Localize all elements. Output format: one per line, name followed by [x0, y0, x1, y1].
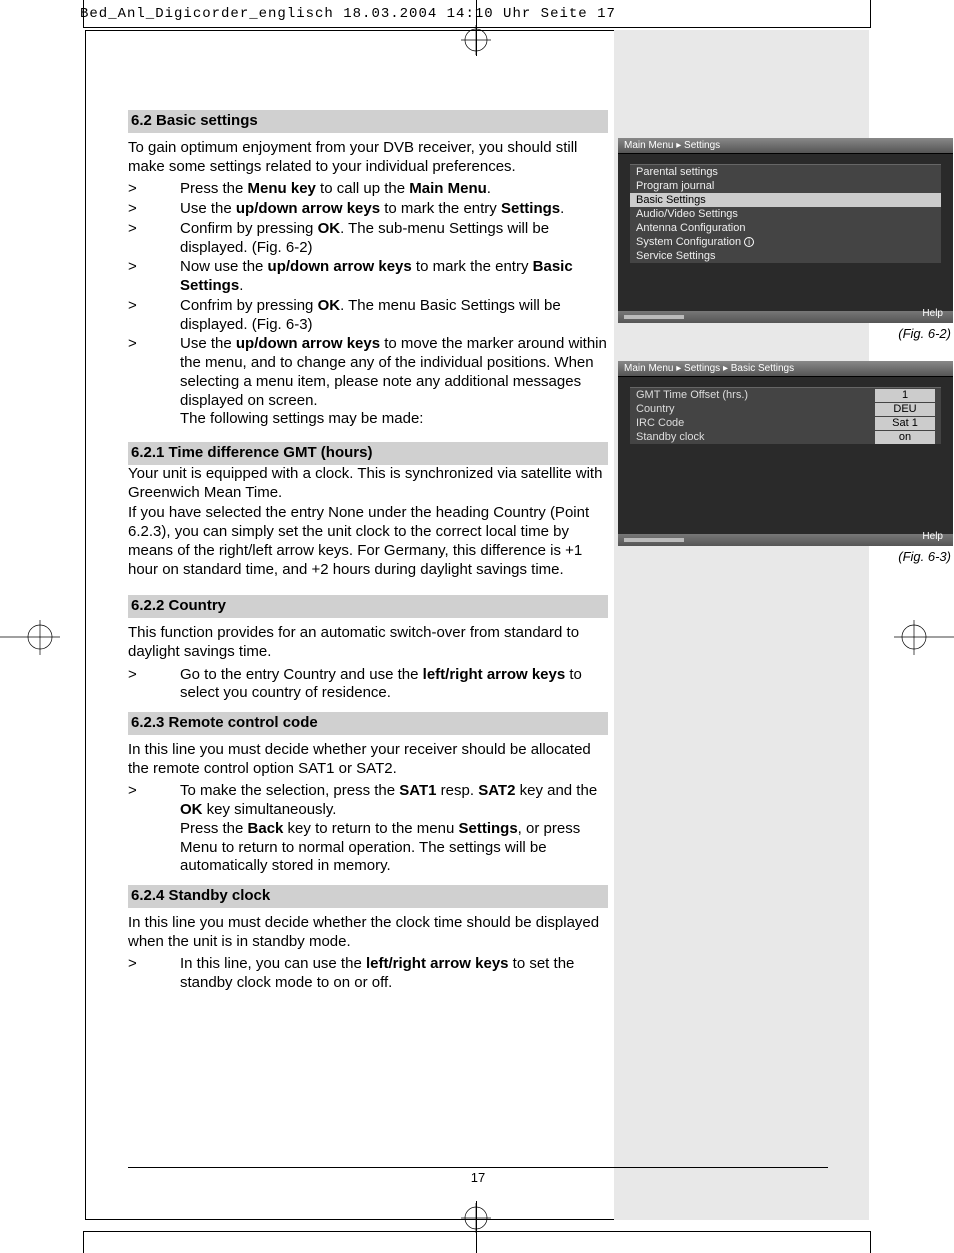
tv-row-label: Standby clock	[630, 430, 875, 444]
step-row: > Confrim by pressing OK. The menu Basic…	[128, 297, 608, 335]
step-row: > Now use the up/down arrow keys to mark…	[128, 258, 608, 296]
step-body: Use the up/down arrow keys to mark the e…	[180, 200, 608, 219]
tv-bottom-bar	[618, 311, 953, 323]
step-marker: >	[128, 200, 180, 219]
step-row: > In this line, you can use the left/rig…	[128, 955, 608, 993]
registration-mark-bottom	[461, 1203, 491, 1233]
step-body: Use the up/down arrow keys to move the m…	[180, 335, 608, 429]
figure-6-3-screenshot: Main Menu ▸ Settings ▸ Basic Settings GM…	[618, 361, 953, 546]
page-number: 17	[128, 1167, 828, 1185]
tv-help-label: Help	[922, 531, 943, 542]
step-body: To make the selection, press the SAT1 re…	[180, 782, 608, 876]
tv-menu-item: Basic Settings	[630, 193, 941, 207]
crop-frame-bottom	[83, 1231, 871, 1253]
figure-6-3-caption: (Fig. 6-3)	[618, 549, 951, 564]
info-icon: i	[744, 237, 754, 247]
para-6-2-4: In this line you must decide whether the…	[128, 914, 608, 952]
heading-6-2-3: 6.2.3 Remote control code	[128, 712, 608, 735]
tv-row-value: Sat 1	[875, 417, 935, 430]
step-marker: >	[128, 180, 180, 199]
figure-6-2-caption: (Fig. 6-2)	[618, 326, 951, 341]
tv-row-value: on	[875, 431, 935, 444]
heading-6-2-1: 6.2.1 Time difference GMT (hours)	[128, 442, 608, 465]
step-body: In this line, you can use the left/right…	[180, 955, 608, 993]
registration-mark-left	[0, 620, 60, 655]
step-row: > Confirm by pressing OK. The sub-menu S…	[128, 220, 608, 258]
step-marker: >	[128, 220, 180, 258]
tv-menu-item: Audio/Video Settings	[630, 207, 941, 221]
tv-menu-item: Program journal	[630, 179, 941, 193]
tv-row-value: DEU	[875, 403, 935, 416]
para-6-2-3: In this line you must decide whether you…	[128, 741, 608, 779]
tv-settings-row: Standby clockon	[630, 430, 941, 444]
tv-help-label: Help	[922, 308, 943, 319]
figure-column: Main Menu ▸ Settings Parental settingsPr…	[618, 138, 953, 584]
para-6-2-1-a: Your unit is equipped with a clock. This…	[128, 465, 608, 503]
step-marker: >	[128, 955, 180, 993]
para-6-2-1-b: If you have selected the entry None unde…	[128, 504, 608, 579]
tv-menu-item: Antenna Configuration	[630, 221, 941, 235]
step-body: Press the Menu key to call up the Main M…	[180, 180, 608, 199]
step-row: > Press the Menu key to call up the Main…	[128, 180, 608, 199]
print-job-header: Bed_Anl_Digicorder_englisch 18.03.2004 1…	[80, 6, 616, 22]
tv-menu-list: Parental settingsProgram journalBasic Se…	[630, 164, 941, 263]
tv-settings-row: CountryDEU	[630, 402, 941, 416]
tv-bottom-bar	[618, 534, 953, 546]
step-row: > To make the selection, press the SAT1 …	[128, 782, 608, 876]
tv-row-label: GMT Time Offset (hrs.)	[630, 388, 875, 402]
tv-settings-row: IRC CodeSat 1	[630, 416, 941, 430]
step-body: Go to the entry Country and use the left…	[180, 666, 608, 704]
tv-menu-item: Parental settings	[630, 165, 941, 179]
step-marker: >	[128, 782, 180, 876]
heading-6-2-4: 6.2.4 Standby clock	[128, 885, 608, 908]
tv-breadcrumb: Main Menu ▸ Settings ▸ Basic Settings	[618, 361, 953, 377]
heading-6-2-2: 6.2.2 Country	[128, 595, 608, 618]
tv-row-label: Country	[630, 402, 875, 416]
tv-breadcrumb: Main Menu ▸ Settings	[618, 138, 953, 154]
step-marker: >	[128, 666, 180, 704]
tv-settings-row: GMT Time Offset (hrs.)1	[630, 388, 941, 402]
tv-menu-item: Service Settings	[630, 249, 941, 263]
step-row: > Use the up/down arrow keys to mark the…	[128, 200, 608, 219]
heading-6-2: 6.2 Basic settings	[128, 110, 608, 133]
para-6-2-intro: To gain optimum enjoyment from your DVB …	[128, 139, 608, 177]
step-marker: >	[128, 258, 180, 296]
step-body: Now use the up/down arrow keys to mark t…	[180, 258, 608, 296]
registration-mark-right	[894, 620, 954, 655]
main-text-column: 6.2 Basic settings To gain optimum enjoy…	[128, 108, 608, 994]
tv-menu-item: System Configurationi	[630, 235, 941, 249]
tv-row-value: 1	[875, 389, 935, 402]
step-row: > Go to the entry Country and use the le…	[128, 666, 608, 704]
step-marker: >	[128, 335, 180, 429]
step-body: Confrim by pressing OK. The menu Basic S…	[180, 297, 608, 335]
tv-row-label: IRC Code	[630, 416, 875, 430]
step-row: > Use the up/down arrow keys to move the…	[128, 335, 608, 429]
step-marker: >	[128, 297, 180, 335]
para-6-2-2: This function provides for an automatic …	[128, 624, 608, 662]
step-body: Confirm by pressing OK. The sub-menu Set…	[180, 220, 608, 258]
tv-settings-table: GMT Time Offset (hrs.)1CountryDEUIRC Cod…	[630, 387, 941, 444]
figure-6-2-screenshot: Main Menu ▸ Settings Parental settingsPr…	[618, 138, 953, 323]
